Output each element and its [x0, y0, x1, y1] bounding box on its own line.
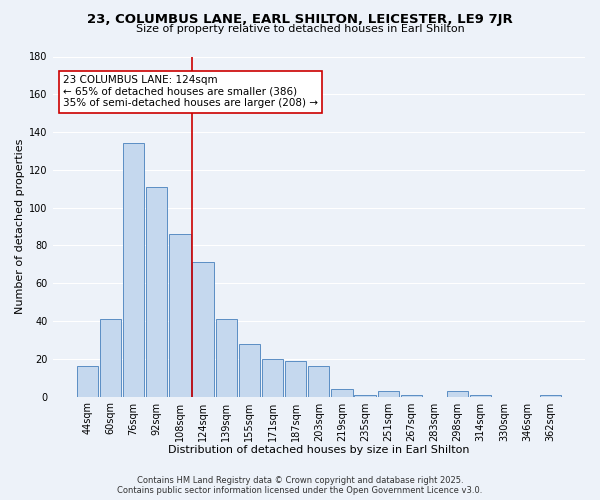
Bar — [355, 394, 376, 396]
Y-axis label: Number of detached properties: Number of detached properties — [15, 139, 25, 314]
Bar — [239, 344, 260, 396]
Bar — [285, 360, 306, 396]
Bar — [377, 391, 399, 396]
Bar — [146, 187, 167, 396]
X-axis label: Distribution of detached houses by size in Earl Shilton: Distribution of detached houses by size … — [168, 445, 470, 455]
Bar — [193, 262, 214, 396]
Bar — [100, 319, 121, 396]
Bar — [331, 389, 353, 396]
Text: Size of property relative to detached houses in Earl Shilton: Size of property relative to detached ho… — [136, 24, 464, 34]
Bar — [447, 391, 468, 396]
Bar — [215, 319, 237, 396]
Text: 23 COLUMBUS LANE: 124sqm
← 65% of detached houses are smaller (386)
35% of semi-: 23 COLUMBUS LANE: 124sqm ← 65% of detach… — [63, 75, 318, 108]
Bar — [401, 394, 422, 396]
Bar — [470, 394, 491, 396]
Bar — [539, 394, 561, 396]
Text: Contains HM Land Registry data © Crown copyright and database right 2025.
Contai: Contains HM Land Registry data © Crown c… — [118, 476, 482, 495]
Text: 23, COLUMBUS LANE, EARL SHILTON, LEICESTER, LE9 7JR: 23, COLUMBUS LANE, EARL SHILTON, LEICEST… — [87, 12, 513, 26]
Bar — [77, 366, 98, 396]
Bar — [308, 366, 329, 396]
Bar — [123, 144, 144, 396]
Bar — [169, 234, 191, 396]
Bar — [262, 359, 283, 397]
